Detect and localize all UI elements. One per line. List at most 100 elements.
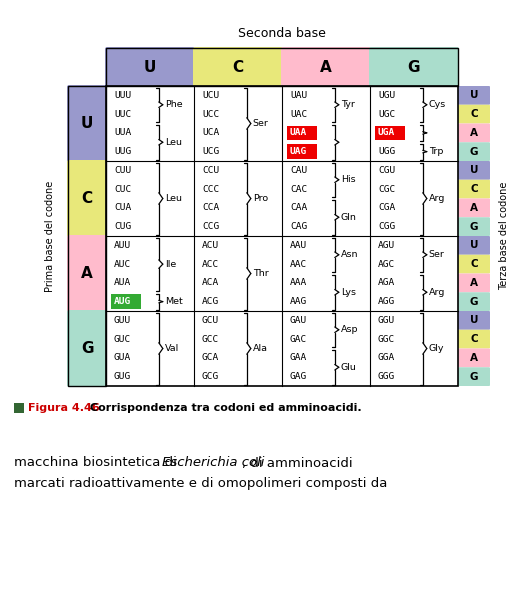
- Text: Prima base del codone: Prima base del codone: [45, 180, 55, 292]
- Bar: [14, 403, 24, 413]
- Text: marcati radioattivamente e di omopolimeri composti da: marcati radioattivamente e di omopolimer…: [14, 477, 388, 489]
- Text: Ser: Ser: [429, 250, 445, 259]
- FancyBboxPatch shape: [67, 85, 107, 162]
- Bar: [287, 125, 317, 140]
- Text: Thr: Thr: [253, 269, 268, 278]
- Text: UUG: UUG: [114, 147, 131, 156]
- Text: Val: Val: [165, 344, 179, 353]
- Text: Trp: Trp: [429, 147, 443, 156]
- Text: UGA: UGA: [378, 128, 395, 137]
- FancyBboxPatch shape: [67, 160, 107, 237]
- FancyBboxPatch shape: [458, 349, 490, 368]
- FancyBboxPatch shape: [458, 217, 490, 236]
- FancyBboxPatch shape: [458, 330, 490, 349]
- Text: ACA: ACA: [202, 279, 219, 287]
- Text: UGG: UGG: [378, 147, 395, 156]
- Text: C: C: [232, 59, 244, 74]
- Text: GCU: GCU: [202, 316, 219, 325]
- Text: G: G: [470, 221, 478, 231]
- Text: Leu: Leu: [165, 194, 182, 203]
- FancyBboxPatch shape: [458, 198, 490, 217]
- Text: GAU: GAU: [290, 316, 307, 325]
- Text: AUG: AUG: [114, 297, 131, 306]
- Text: Pro: Pro: [253, 194, 268, 203]
- Text: Tyr: Tyr: [341, 100, 354, 109]
- Text: GAG: GAG: [290, 372, 307, 381]
- Text: UUU: UUU: [114, 91, 131, 100]
- Text: A: A: [470, 203, 478, 213]
- Text: CAG: CAG: [290, 222, 307, 231]
- FancyBboxPatch shape: [458, 292, 490, 311]
- Text: CUC: CUC: [114, 184, 131, 194]
- Text: AUA: AUA: [114, 279, 131, 287]
- Bar: [111, 294, 141, 309]
- Text: CCA: CCA: [202, 203, 219, 213]
- Text: AGA: AGA: [378, 279, 395, 287]
- FancyBboxPatch shape: [458, 124, 490, 143]
- Text: C: C: [470, 109, 478, 119]
- FancyBboxPatch shape: [458, 86, 490, 105]
- Text: Ile: Ile: [165, 260, 176, 269]
- Text: C: C: [470, 259, 478, 269]
- Text: U: U: [470, 315, 478, 325]
- Text: AAG: AAG: [290, 297, 307, 306]
- FancyBboxPatch shape: [369, 47, 459, 87]
- FancyBboxPatch shape: [458, 180, 490, 198]
- Text: GCG: GCG: [202, 372, 219, 381]
- Text: AAA: AAA: [290, 279, 307, 287]
- Text: AUU: AUU: [114, 241, 131, 250]
- Text: Arg: Arg: [429, 194, 445, 203]
- Text: Ala: Ala: [253, 344, 268, 353]
- Text: UCA: UCA: [202, 128, 219, 137]
- Bar: [106, 48, 458, 86]
- Text: Asn: Asn: [341, 250, 358, 259]
- Text: C: C: [470, 184, 478, 194]
- Text: A: A: [81, 266, 93, 281]
- Text: Cys: Cys: [429, 100, 446, 109]
- FancyBboxPatch shape: [458, 311, 490, 330]
- Text: UAG: UAG: [290, 147, 307, 156]
- Text: UAA: UAA: [290, 128, 307, 137]
- Text: CGA: CGA: [378, 203, 395, 213]
- Text: GUU: GUU: [114, 316, 131, 325]
- Text: GGG: GGG: [378, 372, 395, 381]
- FancyBboxPatch shape: [458, 368, 490, 386]
- Text: Asp: Asp: [341, 325, 358, 334]
- FancyBboxPatch shape: [458, 255, 490, 273]
- Text: U: U: [144, 59, 156, 74]
- Text: UAC: UAC: [290, 110, 307, 118]
- Text: UAU: UAU: [290, 91, 307, 100]
- FancyBboxPatch shape: [67, 310, 107, 387]
- Text: Met: Met: [165, 297, 183, 306]
- Text: GAA: GAA: [290, 353, 307, 362]
- Text: GGU: GGU: [378, 316, 395, 325]
- Text: CCU: CCU: [202, 166, 219, 175]
- Text: CGU: CGU: [378, 166, 395, 175]
- Text: CGG: CGG: [378, 222, 395, 231]
- Text: CCG: CCG: [202, 222, 219, 231]
- Text: GCC: GCC: [202, 335, 219, 343]
- Text: G: G: [470, 297, 478, 307]
- Text: AAU: AAU: [290, 241, 307, 250]
- Text: U: U: [470, 166, 478, 176]
- Text: GUA: GUA: [114, 353, 131, 362]
- Text: GGC: GGC: [378, 335, 395, 343]
- Bar: [68, 86, 106, 386]
- Text: AGU: AGU: [378, 241, 395, 250]
- Text: CUU: CUU: [114, 166, 131, 175]
- Text: CUA: CUA: [114, 203, 131, 213]
- Text: GCA: GCA: [202, 353, 219, 362]
- FancyBboxPatch shape: [458, 143, 490, 161]
- Text: ACU: ACU: [202, 241, 219, 250]
- Text: A: A: [470, 278, 478, 288]
- Bar: [375, 125, 405, 140]
- Text: U: U: [470, 90, 478, 100]
- Text: AGG: AGG: [378, 297, 395, 306]
- Text: CCC: CCC: [202, 184, 219, 194]
- Text: UUA: UUA: [114, 128, 131, 137]
- Text: ACG: ACG: [202, 297, 219, 306]
- Text: UCC: UCC: [202, 110, 219, 118]
- FancyBboxPatch shape: [193, 47, 283, 87]
- Text: G: G: [470, 372, 478, 382]
- FancyBboxPatch shape: [458, 105, 490, 124]
